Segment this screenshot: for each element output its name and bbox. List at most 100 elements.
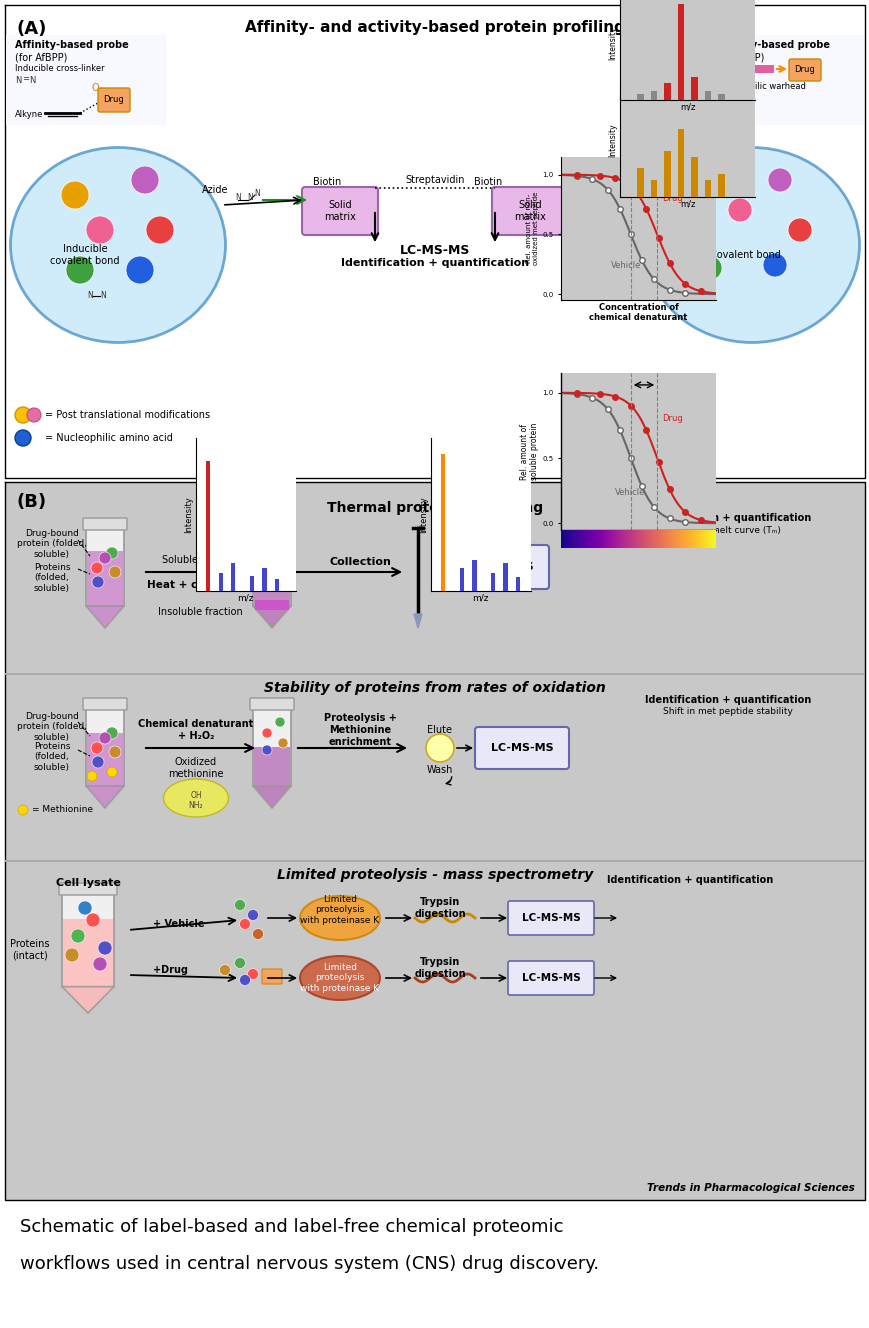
Text: Drug-bound
protein (folded,
soluble): Drug-bound protein (folded, soluble) [17, 529, 87, 559]
Text: (for AfBPP): (for AfBPP) [15, 52, 67, 62]
Circle shape [762, 254, 786, 278]
Circle shape [87, 772, 96, 781]
FancyBboxPatch shape [507, 961, 594, 995]
Text: Covalent bond: Covalent bond [709, 250, 779, 260]
FancyBboxPatch shape [302, 187, 377, 235]
Text: Drug: Drug [661, 414, 682, 424]
Text: (A): (A) [17, 20, 47, 39]
Bar [459, 568, 463, 591]
Text: Drug: Drug [103, 96, 124, 105]
Text: Proteins
(folded,
soluble): Proteins (folded, soluble) [34, 563, 70, 592]
FancyBboxPatch shape [254, 574, 289, 606]
Circle shape [27, 408, 41, 422]
Bar [663, 151, 670, 197]
FancyBboxPatch shape [249, 699, 294, 710]
Circle shape [78, 900, 92, 915]
FancyBboxPatch shape [262, 969, 282, 984]
Text: N: N [619, 194, 624, 202]
Text: Proteins
(intact): Proteins (intact) [10, 939, 50, 960]
Text: +Drug: +Drug [153, 965, 188, 975]
Bar [441, 453, 445, 591]
Text: Limited proteolysis - mass spectrometry: Limited proteolysis - mass spectrometry [276, 869, 593, 882]
Circle shape [15, 406, 31, 424]
Bar [704, 179, 711, 197]
Text: Shift in met peptide stability: Shift in met peptide stability [662, 708, 792, 717]
X-axis label: m/z: m/z [680, 199, 694, 208]
Text: LC-MS-MS: LC-MS-MS [470, 562, 533, 572]
Text: = Nucleophilic amino acid: = Nucleophilic amino acid [45, 433, 173, 444]
Circle shape [767, 169, 791, 193]
Circle shape [93, 957, 107, 971]
FancyBboxPatch shape [63, 919, 113, 987]
Bar [650, 90, 657, 100]
FancyBboxPatch shape [86, 708, 124, 786]
Text: Trypsin
digestion: Trypsin digestion [414, 957, 465, 979]
Bar [231, 563, 235, 591]
Bar [677, 129, 684, 197]
Text: =: = [22, 74, 29, 82]
FancyBboxPatch shape [86, 529, 124, 606]
Polygon shape [253, 606, 290, 628]
FancyBboxPatch shape [6, 35, 166, 125]
Bar [262, 568, 267, 591]
FancyBboxPatch shape [474, 726, 568, 769]
Text: O: O [91, 82, 99, 93]
Bar [490, 572, 494, 591]
Text: Affinity- and activity-based protein profiling: Affinity- and activity-based protein pro… [245, 20, 624, 35]
Bar [717, 174, 724, 197]
Ellipse shape [163, 780, 229, 817]
Text: N: N [607, 194, 612, 202]
Text: LC-MS-MS: LC-MS-MS [490, 742, 553, 753]
Text: N: N [15, 76, 22, 85]
Text: = Post translational modifications: = Post translational modifications [45, 410, 210, 420]
Text: Proteins
(folded,
soluble): Proteins (folded, soluble) [34, 742, 70, 772]
Circle shape [61, 181, 89, 208]
FancyBboxPatch shape [254, 746, 289, 786]
FancyBboxPatch shape [98, 88, 129, 112]
Ellipse shape [300, 956, 380, 1000]
Text: Biotin: Biotin [313, 177, 341, 187]
Circle shape [235, 899, 245, 911]
Y-axis label: Rel. amount of
soluble protein: Rel. amount of soluble protein [520, 422, 539, 481]
Text: Collection: Collection [328, 556, 390, 567]
Circle shape [71, 930, 85, 943]
Text: Affinity-based probe: Affinity-based probe [15, 40, 129, 50]
Circle shape [727, 198, 751, 222]
Bar [690, 77, 697, 100]
Text: = Methionine: = Methionine [32, 806, 93, 814]
Text: Elute: Elute [427, 725, 452, 734]
Text: Heat + centrifuge: Heat + centrifuge [147, 580, 252, 590]
Circle shape [91, 742, 103, 754]
Text: Proteolysis +: Proteolysis + [323, 713, 396, 722]
Circle shape [15, 430, 31, 446]
Circle shape [18, 805, 28, 815]
FancyBboxPatch shape [253, 708, 290, 786]
FancyBboxPatch shape [5, 482, 864, 1201]
Text: Identification + quantification: Identification + quantification [644, 695, 810, 705]
Text: Oxidized
methionine: Oxidized methionine [168, 757, 223, 778]
FancyBboxPatch shape [507, 900, 594, 935]
Text: Solid
matrix: Solid matrix [323, 201, 355, 222]
Circle shape [109, 746, 121, 758]
FancyBboxPatch shape [5, 673, 864, 675]
Bar [677, 4, 684, 100]
Text: Electrophilic warhead: Electrophilic warhead [714, 82, 805, 92]
Y-axis label: Intensity: Intensity [418, 497, 428, 533]
Circle shape [109, 566, 121, 578]
Text: Limited
proteolysis
with proteinase K: Limited proteolysis with proteinase K [300, 895, 379, 924]
Y-axis label: Intensity: Intensity [183, 497, 193, 533]
Circle shape [235, 957, 245, 968]
Circle shape [787, 218, 811, 242]
Text: Solid
matrix: Solid matrix [514, 201, 546, 222]
Text: + Vehicle: + Vehicle [153, 919, 204, 930]
Text: Identification + quantification: Identification + quantification [644, 513, 810, 523]
Circle shape [278, 738, 288, 748]
Bar [503, 563, 507, 591]
Text: (B): (B) [17, 493, 47, 511]
Bar [515, 578, 520, 591]
Ellipse shape [644, 147, 859, 343]
Circle shape [98, 942, 112, 955]
Text: N: N [29, 76, 36, 85]
Text: Limited
proteolysis
with proteinase K: Limited proteolysis with proteinase K [300, 963, 379, 993]
Text: N: N [87, 291, 93, 300]
